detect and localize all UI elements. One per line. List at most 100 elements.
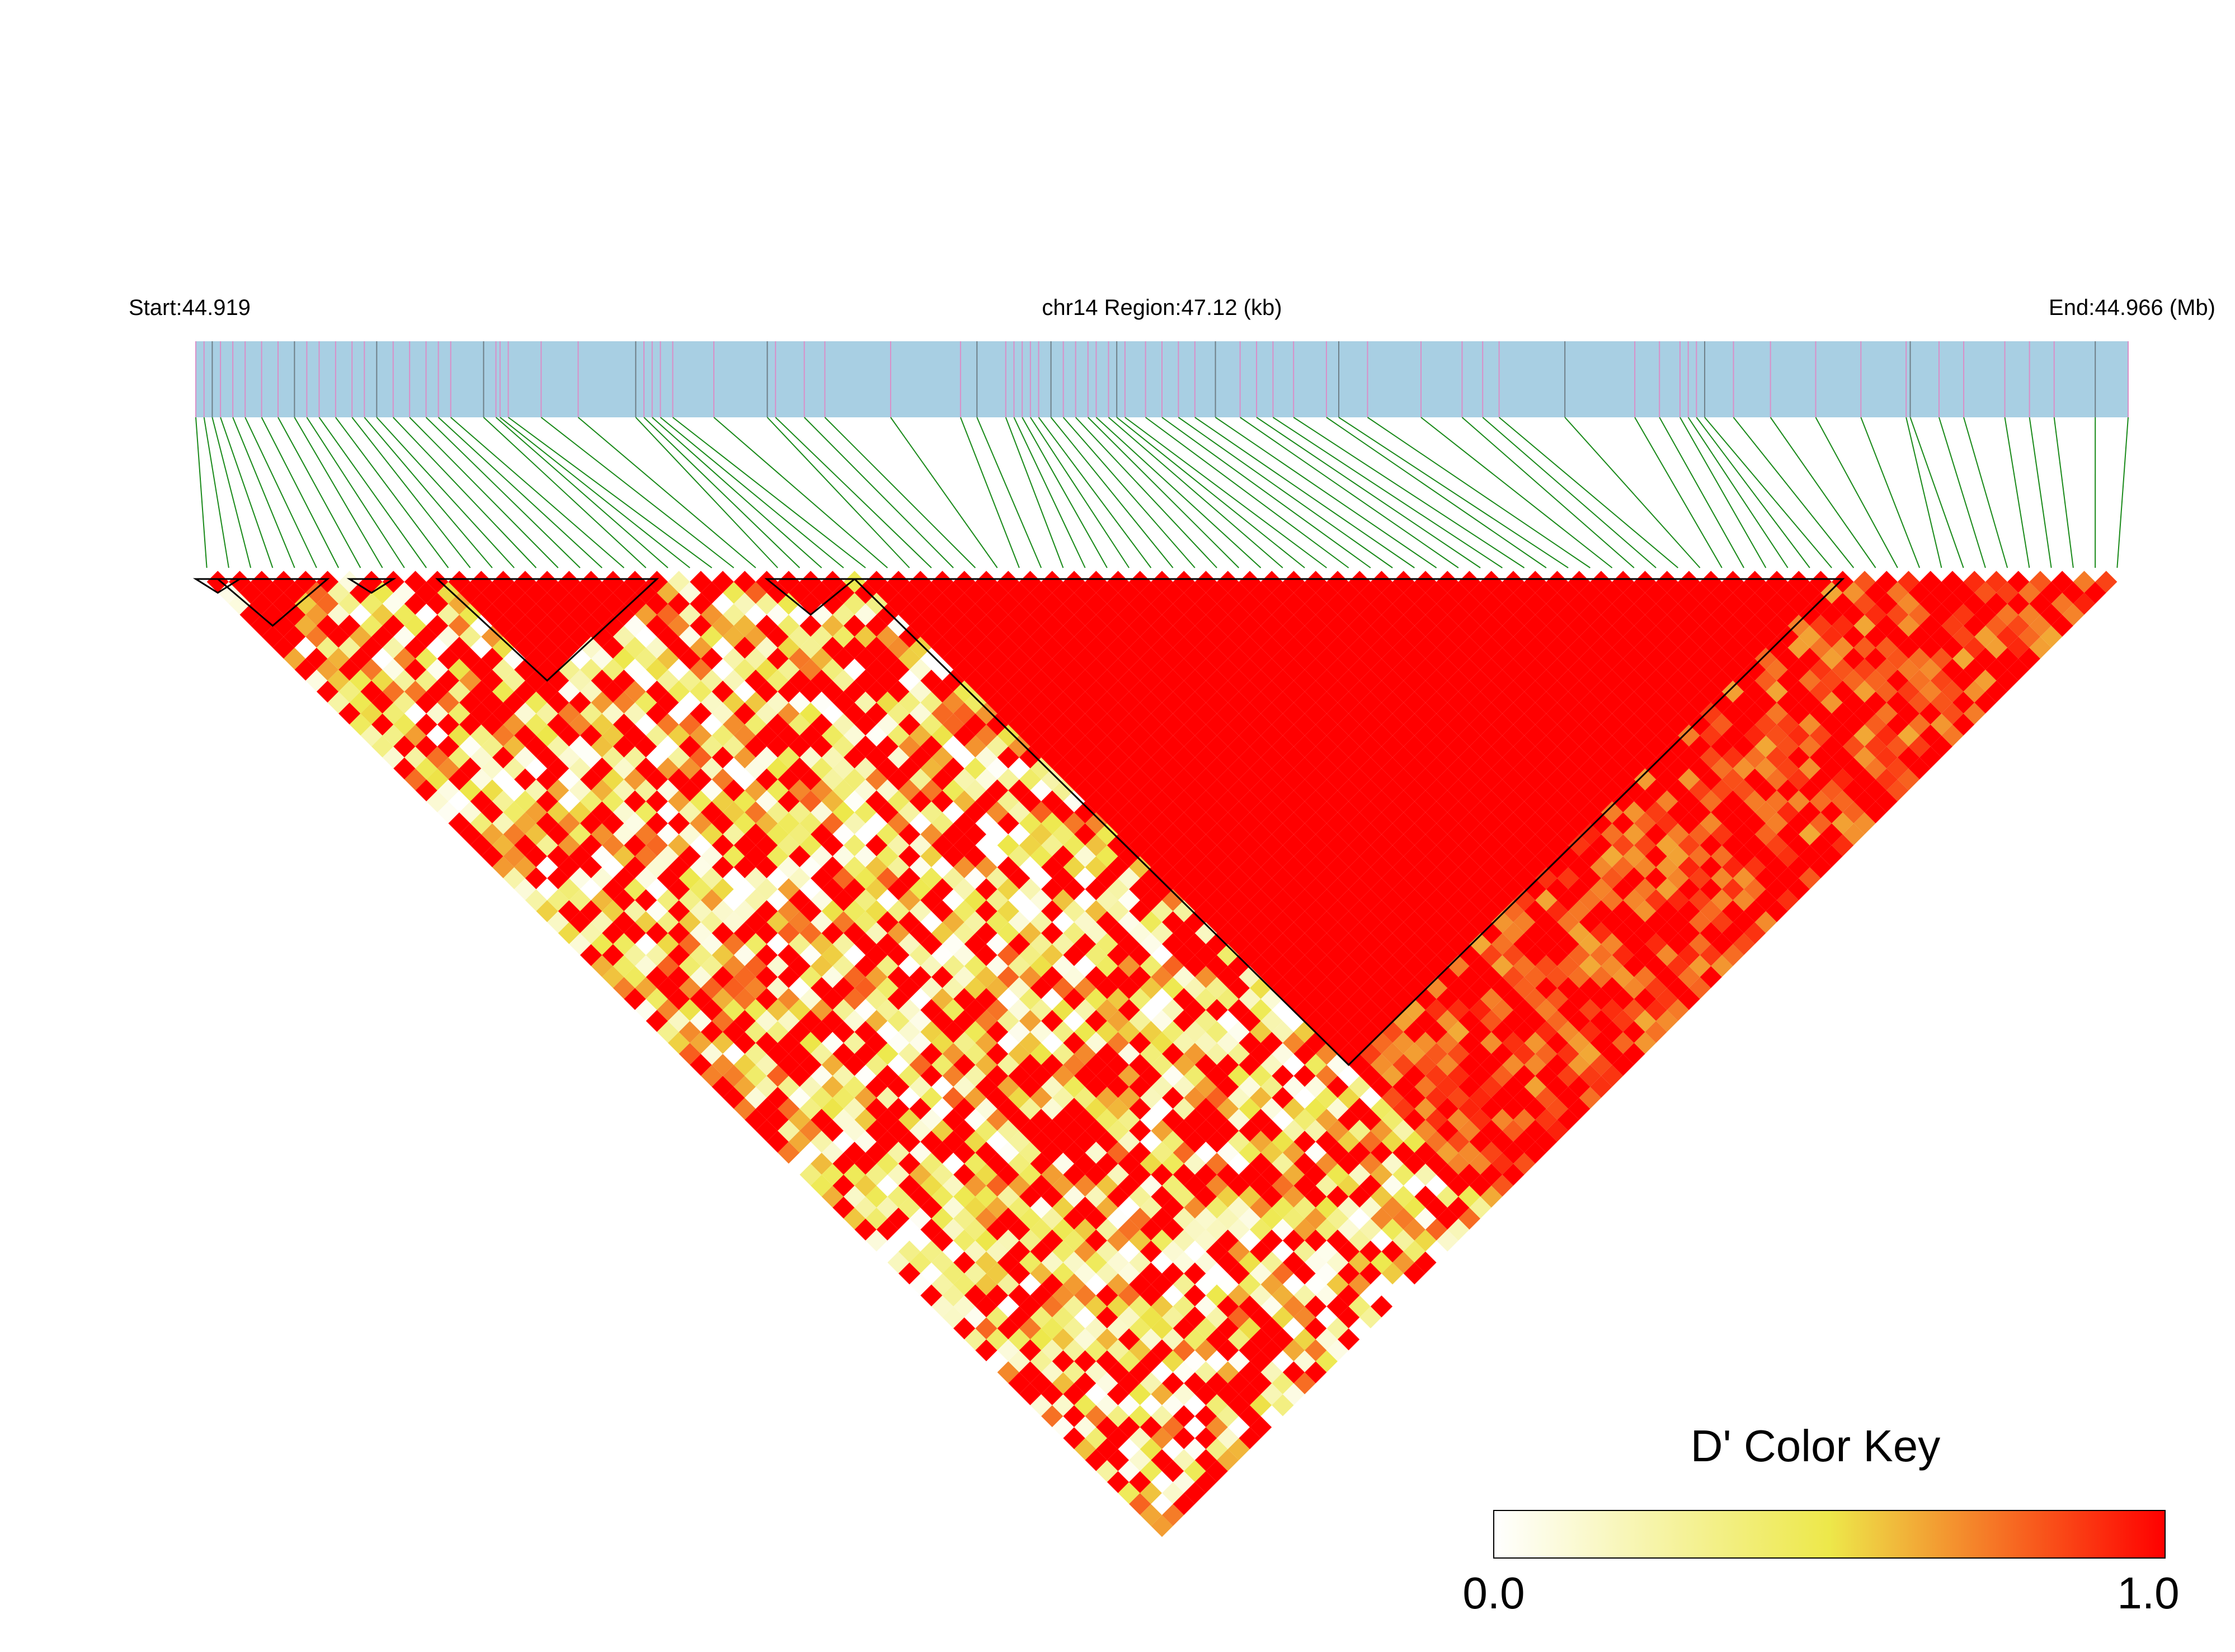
snp-connector [1272,417,1503,568]
snp-connector [1909,417,1964,568]
snp-connector [294,417,383,568]
snp-connector [1704,417,1832,568]
snp-connector [2116,417,2129,568]
snp-connector [409,417,559,568]
snp-connector [507,417,712,568]
haplotype-block-outline [852,578,1845,1066]
snp-connector [1634,417,1723,568]
snp-connector [318,417,427,568]
snp-connector [1038,417,1152,568]
snp-connector [1095,417,1262,568]
snp-connector [1013,417,1086,568]
haplotype-block-outline [215,578,330,627]
snp-connector [1338,417,1569,568]
snp-connector [1938,417,1986,568]
snp-connector [335,417,449,568]
snp-connector [425,417,581,568]
region-title: chr14 Region:47.12 (kb) [1042,295,1282,320]
ld-heatmap-cells [206,571,2118,1537]
snp-connector [890,417,998,568]
snp-connector [1905,417,1942,568]
snp-connector [232,417,295,568]
snp-connector [1367,417,1591,568]
snp-connector [660,417,844,568]
snp-connector [2004,417,2030,568]
haplotype-block-outline [764,578,857,616]
color-key-min-label: 0.0 [1462,1568,1524,1618]
snp-connector [1461,417,1635,568]
snp-connector [775,417,932,568]
snp-connector [713,417,888,568]
snp-connector [1498,417,1679,568]
haplotype-block-outline [346,578,397,594]
snp-connector [540,417,735,568]
snp-connector [277,417,361,568]
snp-connector [450,417,625,568]
snp-connector [1088,417,1240,568]
snp-connector [1256,417,1481,568]
snp-connector [1860,417,1921,568]
snp-connector [306,417,405,568]
snp-connector [643,417,801,568]
snp-connector [1161,417,1371,568]
snp-connector [1022,417,1108,568]
snp-connector [1145,417,1349,568]
snp-connector [351,417,471,568]
snp-connector [1124,417,1327,568]
snp-connector [1815,417,1898,568]
snp-connector [1733,417,1855,568]
snp-connector [495,417,669,568]
snp-tick-marks [195,341,2129,417]
snp-connector [2053,417,2074,568]
snp-connector [1108,417,1283,568]
snp-connector [1005,417,1064,568]
snp-connector [195,417,208,568]
snp-connector [803,417,954,568]
snp-connector [824,417,976,568]
snp-connector [577,417,756,568]
snp-connector [364,417,493,568]
snp-connector [976,417,1042,568]
snp-connector [672,417,866,568]
snp-connector-lines [195,417,2129,568]
snp-connector [203,417,229,568]
snp-connector [959,417,1020,568]
snp-connector [1293,417,1525,568]
snp-connector [437,417,603,568]
snp-connector [1194,417,1415,568]
snp-connector [1326,417,1547,568]
snp-connector [244,417,317,568]
snp-connector [2029,417,2052,568]
region-end-label: End:44.966 (Mb) [2049,295,2215,320]
snp-connector [1075,417,1217,568]
snp-connector [1696,417,1810,568]
snp-connector [1116,417,1305,568]
color-key-max-label: 1.0 [2117,1568,2179,1618]
snp-connector [1482,417,1657,568]
snp-connector [1420,417,1613,568]
snp-connector [1564,417,1701,568]
snp-connector [1240,417,1459,568]
snp-connector [1770,417,1876,568]
color-key-title: D' Color Key [1691,1421,1941,1471]
snp-connector [261,417,340,568]
snp-connector [1029,417,1130,568]
snp-connector [393,417,537,568]
snp-connector [1062,417,1196,568]
snp-connector [1178,417,1393,568]
snp-connector [1050,417,1174,568]
snp-connector [483,417,647,568]
snp-connector [1679,417,1767,568]
snp-connector [1659,417,1744,568]
snp-connector [635,417,778,568]
snp-connector [1215,417,1437,568]
snp-connector [1963,417,2008,568]
haplotype-block-outlines [192,578,1845,1066]
snp-connector [211,417,252,568]
snp-connector [376,417,515,568]
region-start-label: Start:44.919 [129,295,251,320]
snp-connector [1687,417,1789,568]
snp-connector [652,417,822,568]
color-key-bar [1493,1510,2166,1559]
